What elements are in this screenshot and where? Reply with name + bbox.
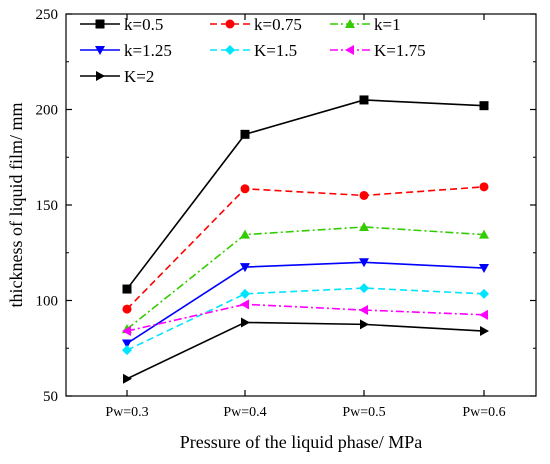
series-line (126, 321, 485, 380)
data-point (359, 190, 369, 200)
data-point (359, 305, 368, 316)
legend-marker (345, 45, 354, 55)
series-layer (122, 95, 489, 384)
legend-marker (225, 19, 235, 29)
legend-label: K=1.75 (374, 41, 426, 60)
legend-label: k=0.5 (124, 15, 163, 34)
legend-label: k=1.25 (124, 41, 172, 60)
legend-item: K=2 (80, 67, 154, 86)
legend: k=0.5 k=0.75 k=1 k=1.25 K=1.5 K=1.75 K=2 (80, 15, 426, 86)
data-point (240, 184, 250, 194)
legend-label: K=1.5 (254, 41, 297, 60)
y-axis: 50 100 150 200 250 (36, 7, 536, 405)
data-point (359, 95, 369, 105)
data-point (240, 288, 250, 299)
legend-label: K=2 (124, 67, 154, 86)
series-line (126, 261, 485, 345)
series-2 (122, 182, 489, 314)
x-tick-label: Pw=0.6 (462, 405, 505, 420)
x-tick-label: Pw=0.5 (342, 405, 385, 420)
data-point (240, 263, 250, 273)
y-tick-label: 50 (43, 389, 58, 405)
series-line (126, 186, 485, 310)
data-point (479, 229, 489, 239)
y-tick-label: 100 (36, 294, 59, 310)
y-tick-label: 150 (36, 198, 59, 214)
legend-label: k=1 (374, 15, 401, 34)
data-point (479, 309, 488, 320)
legend-item: K=1.75 (330, 41, 426, 60)
series-5 (122, 283, 489, 356)
data-point (360, 319, 369, 330)
data-point (122, 326, 131, 337)
data-point (359, 283, 369, 294)
series-line (126, 287, 485, 351)
data-point (240, 129, 250, 139)
legend-marker (96, 71, 105, 81)
legend-item: K=1.5 (210, 41, 297, 60)
series-7 (123, 317, 489, 384)
x-tick-label: Pw=0.3 (105, 405, 148, 420)
data-point (479, 288, 489, 299)
data-point (480, 326, 489, 337)
legend-label: k=0.75 (254, 15, 302, 34)
data-point (479, 101, 489, 111)
legend-marker (345, 19, 355, 28)
legend-item: k=0.5 (80, 15, 163, 34)
data-point (240, 299, 249, 310)
legend-marker (95, 19, 105, 29)
series-1 (122, 95, 489, 294)
y-axis-title: thickness of liquid film/ mm (6, 103, 26, 308)
x-axis-title: Pressure of the liquid phase/ MPa (180, 432, 422, 452)
data-point (359, 258, 369, 268)
data-point (122, 284, 132, 294)
legend-marker (95, 46, 105, 55)
data-point (479, 264, 489, 274)
legend-item: k=1.25 (80, 41, 172, 60)
series-3 (122, 221, 489, 334)
data-point (241, 317, 250, 328)
series-4 (122, 258, 489, 349)
series-6 (122, 299, 488, 337)
x-axis: Pw=0.3 Pw=0.4 Pw=0.5 Pw=0.6 (105, 14, 506, 420)
data-point (479, 182, 489, 192)
y-tick-label: 250 (36, 7, 59, 23)
data-point (359, 221, 369, 231)
y-tick-label: 200 (36, 103, 59, 119)
series-line (126, 99, 485, 290)
legend-item: k=1 (330, 15, 401, 34)
legend-marker (225, 45, 235, 55)
data-point (123, 373, 132, 384)
x-tick-label: Pw=0.4 (223, 405, 266, 420)
data-point (240, 229, 250, 239)
series-line (126, 303, 485, 332)
data-point (122, 345, 132, 356)
data-point (122, 304, 132, 314)
legend-item: k=0.75 (210, 15, 302, 34)
series-line (126, 226, 485, 330)
data-point (122, 339, 132, 349)
